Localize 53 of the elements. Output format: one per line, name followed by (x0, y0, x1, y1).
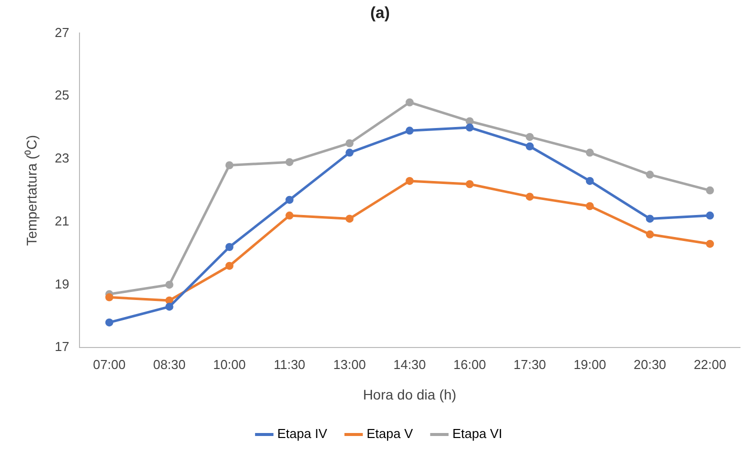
point (346, 214, 354, 223)
y-tick-label: 17 (54, 339, 70, 354)
point (225, 262, 234, 270)
legend-label: Etapa V (366, 426, 414, 442)
point (406, 176, 414, 185)
point (165, 302, 174, 311)
point (225, 242, 234, 251)
x-tick-label: 19:00 (574, 356, 606, 372)
legend-label: Etapa VI (452, 426, 502, 442)
point (586, 148, 594, 157)
point (406, 126, 414, 135)
point (346, 139, 354, 148)
point (526, 142, 534, 150)
point (105, 318, 114, 326)
point (586, 202, 594, 210)
x-tick-label: 10:00 (213, 356, 246, 372)
point (346, 148, 354, 157)
point (225, 161, 234, 170)
point (285, 212, 294, 220)
point (285, 196, 294, 204)
point (646, 214, 654, 223)
point (646, 170, 654, 179)
point (706, 240, 714, 248)
x-axis-title: Hora do dia (h) (362, 386, 456, 402)
x-tick-label: 07:00 (93, 356, 126, 372)
point (646, 230, 654, 238)
point (406, 98, 414, 106)
x-tick-label: 08:30 (153, 356, 186, 372)
point (526, 132, 534, 141)
x-tick-label: 13:00 (333, 356, 366, 372)
x-tick-label: 14:30 (393, 356, 426, 372)
point (526, 192, 534, 201)
point (466, 180, 474, 188)
y-tick-label: 27 (54, 24, 70, 40)
y-tick-label: 19 (54, 276, 70, 292)
y-axis-title: Tempertatura (⁰C) (23, 134, 40, 246)
y-tick-label: 21 (54, 213, 70, 228)
point (105, 293, 114, 302)
point (285, 158, 294, 166)
x-tick-label: 11:30 (274, 356, 306, 372)
y-tick-label: 25 (54, 88, 70, 103)
point (706, 212, 714, 220)
legend-label: Etapa IV (277, 426, 328, 442)
point (706, 186, 714, 194)
point (586, 176, 594, 185)
x-tick-label: 22:00 (694, 356, 726, 372)
x-tick-label: 17:30 (513, 356, 546, 372)
x-tick-label: 16:00 (453, 356, 486, 372)
y-tick-label: 23 (54, 150, 70, 166)
point (466, 124, 474, 132)
chart-title: (a) (370, 5, 390, 22)
x-tick-label: 20:30 (634, 356, 666, 372)
point (165, 280, 174, 289)
